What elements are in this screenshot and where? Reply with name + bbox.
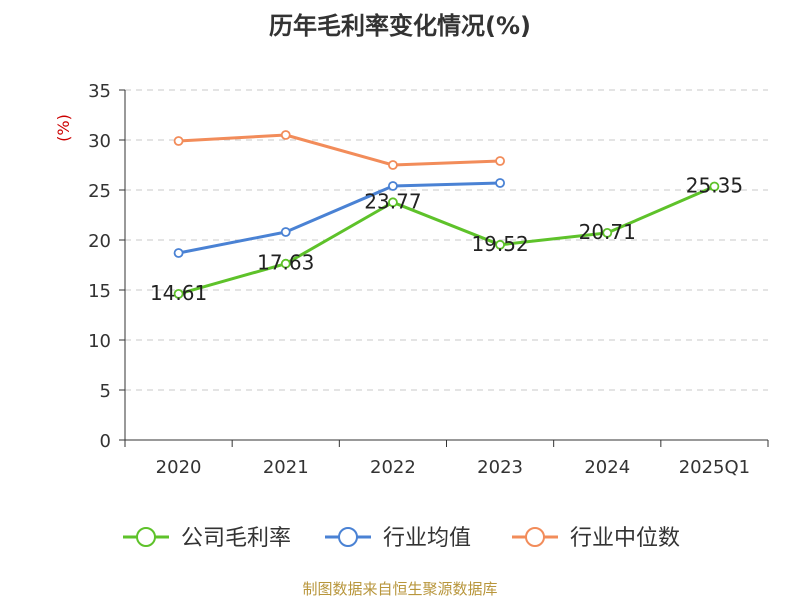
axes: 0 5 10 15 20 25 30 35 2020 2021 2022 2023 2024 2025Q1… <box>54 81 769 478</box>
x-tick-label: 2024 <box>584 457 630 478</box>
series-line-2 <box>178 133 501 167</box>
x-tick-label: 2023 <box>477 457 523 478</box>
x-tick-label: 2020 <box>156 457 202 478</box>
data-point <box>173 248 184 258</box>
series-line-1 <box>178 181 501 255</box>
legend-label: 行业中位数 <box>570 526 680 551</box>
data-label: 17.63 <box>257 251 314 275</box>
data-point <box>602 227 613 238</box>
data-point <box>173 288 184 299</box>
x-tick-label: 2021 <box>263 457 309 478</box>
series-line-0 <box>178 185 716 296</box>
data-point <box>280 227 291 237</box>
legend-marker <box>136 527 156 547</box>
data-labels: 14.61 17.63 23.77 19.52 20.71 25.35 <box>150 174 743 305</box>
data-point <box>709 181 720 192</box>
y-tick-label: 10 <box>88 331 111 352</box>
x-tick-label: 2022 <box>370 457 416 478</box>
y-tick-label: 25 <box>88 181 111 202</box>
grid-lines <box>125 89 768 391</box>
y-tick-label: 20 <box>88 231 111 252</box>
data-point <box>495 178 505 188</box>
data-point <box>280 258 291 269</box>
data-label: 20.71 <box>579 220 636 244</box>
y-tick-label: 15 <box>88 281 111 302</box>
data-point <box>388 197 398 208</box>
x-tick-label: 2025Q1 <box>679 457 750 478</box>
legend-label: 行业均值 <box>383 526 471 551</box>
data-label: 23.77 <box>364 189 421 213</box>
data-label: 19.52 <box>471 232 528 256</box>
data-point <box>388 181 398 191</box>
data-label: 25.35 <box>686 174 743 198</box>
y-tick-label: 5 <box>100 381 111 402</box>
data-point <box>495 156 505 166</box>
y-tick-label: 35 <box>88 81 111 102</box>
legend-item[interactable]: 行业均值 <box>325 526 471 551</box>
legend-item[interactable]: 公司毛利率 <box>123 526 291 551</box>
source-footnote: 制图数据来自恒生聚源数据库 <box>302 580 498 598</box>
y-axis-unit: (%) <box>54 114 73 142</box>
series-lines <box>173 130 720 299</box>
chart-title: 历年毛利率变化情况(%) <box>269 12 531 40</box>
y-tick-label: 0 <box>100 431 111 452</box>
data-label: 14.61 <box>150 281 207 305</box>
legend-marker <box>338 527 358 547</box>
legend-marker <box>525 527 545 547</box>
data-point <box>173 136 184 146</box>
data-point <box>280 130 291 140</box>
data-point <box>495 239 505 250</box>
data-point <box>388 160 398 170</box>
legend-item[interactable]: 行业中位数 <box>512 526 680 551</box>
legend-label: 公司毛利率 <box>181 526 291 551</box>
legend[interactable]: 公司毛利率 行业均值 行业中位数 <box>123 526 680 551</box>
y-tick-label: 30 <box>88 131 111 152</box>
